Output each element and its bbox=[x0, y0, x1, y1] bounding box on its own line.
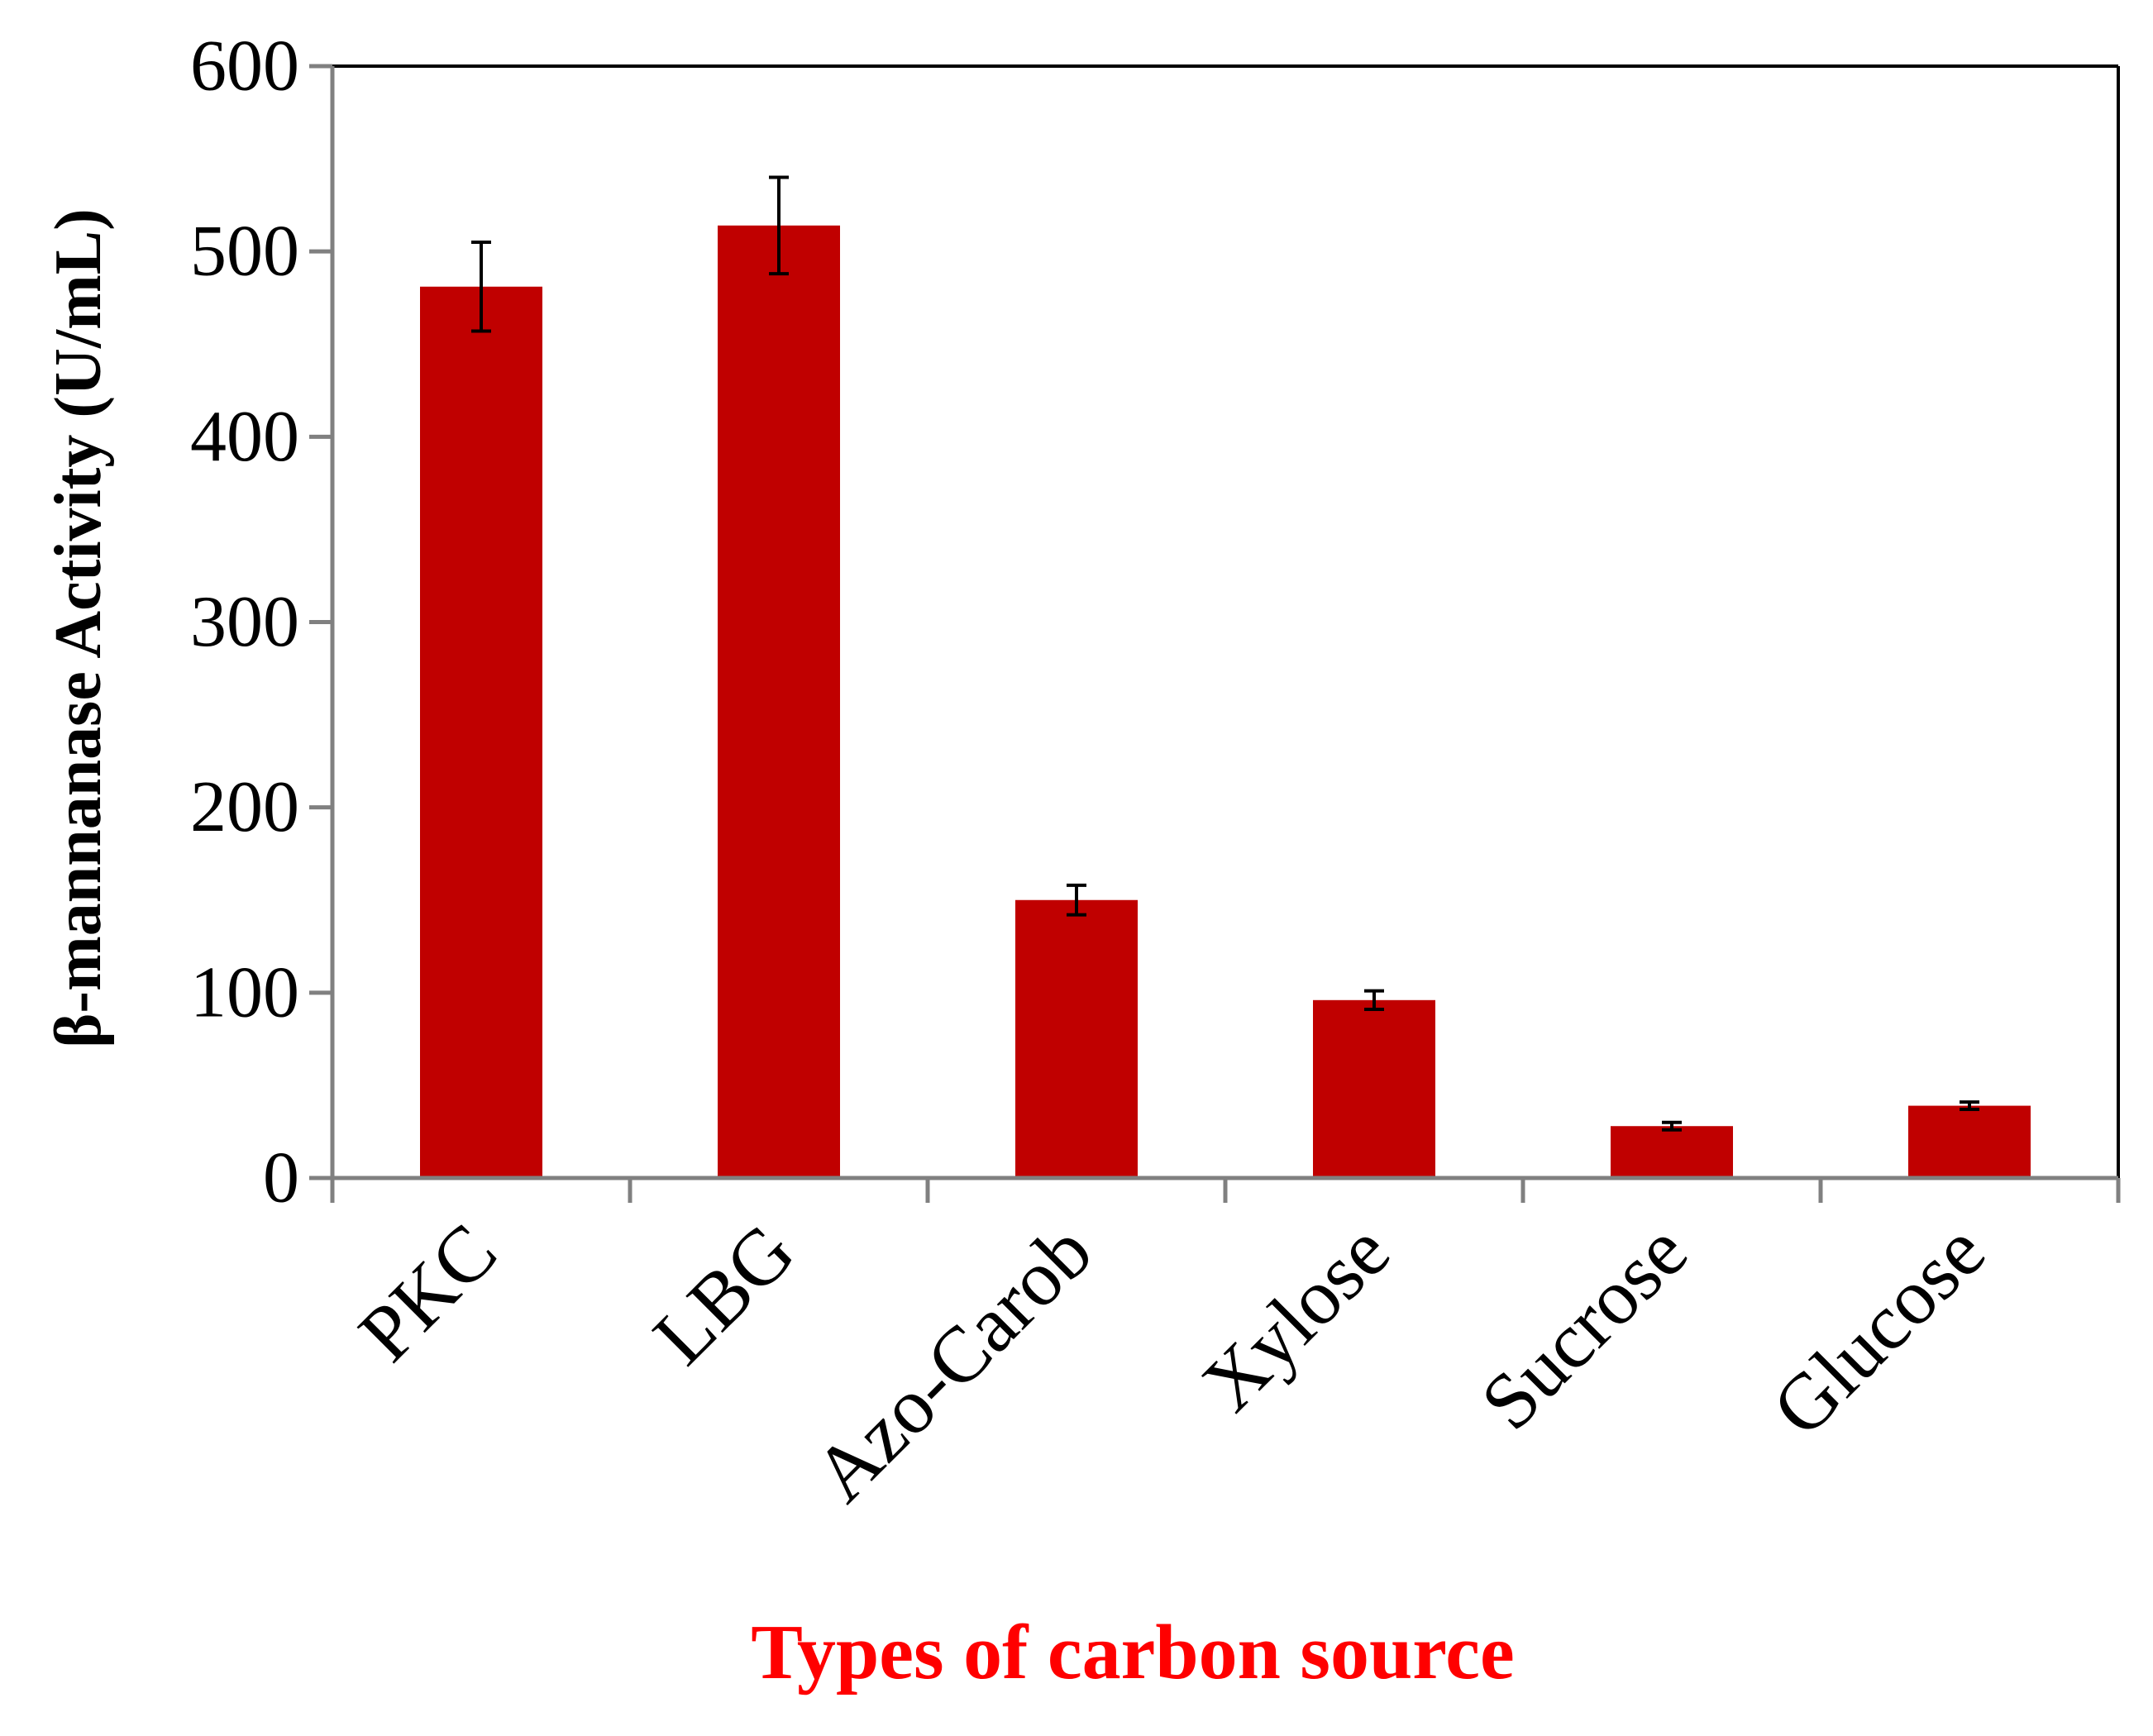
error-bar bbox=[1364, 989, 1384, 1012]
error-bar bbox=[769, 175, 789, 276]
x-axis-title: Types of carbon source bbox=[751, 1610, 1514, 1695]
y-tick-label: 600 bbox=[190, 26, 299, 107]
bar-pkc bbox=[420, 286, 542, 1179]
bar-xylose bbox=[1313, 999, 1435, 1178]
y-axis-title: β-mannanase Activity (U/mL) bbox=[42, 208, 115, 1047]
bar-lbg bbox=[718, 225, 840, 1178]
bar-azo-carob bbox=[1015, 899, 1138, 1178]
x-tick-label: Azo-Carob bbox=[797, 1206, 1109, 1518]
error-bars bbox=[471, 175, 1979, 1132]
x-tick-label: PKC bbox=[341, 1206, 513, 1378]
x-tick-label: Glucose bbox=[1755, 1206, 2002, 1452]
y-tick-labels: 0 100 200 300 400 500 600 bbox=[190, 26, 299, 1219]
x-tick-label: LBG bbox=[636, 1206, 810, 1381]
error-bar bbox=[471, 240, 491, 333]
y-tick-label: 0 bbox=[263, 1138, 299, 1219]
error-bar bbox=[1662, 1120, 1682, 1132]
bars bbox=[420, 225, 2031, 1179]
y-tick-label: 200 bbox=[190, 767, 299, 847]
y-tick-label: 100 bbox=[190, 952, 299, 1033]
bar-glucose bbox=[1908, 1105, 2031, 1178]
axes bbox=[309, 64, 2121, 1203]
y-tick-label: 300 bbox=[190, 582, 299, 662]
y-tick-label: 500 bbox=[190, 212, 299, 292]
bar-sucrose bbox=[1611, 1126, 1733, 1178]
x-tick-label: Xylose bbox=[1185, 1206, 1406, 1428]
x-tick-label: Sucrose bbox=[1463, 1206, 1704, 1447]
y-tick-label: 400 bbox=[190, 397, 299, 477]
error-bar bbox=[1960, 1100, 1979, 1112]
error-bar bbox=[1067, 883, 1086, 917]
